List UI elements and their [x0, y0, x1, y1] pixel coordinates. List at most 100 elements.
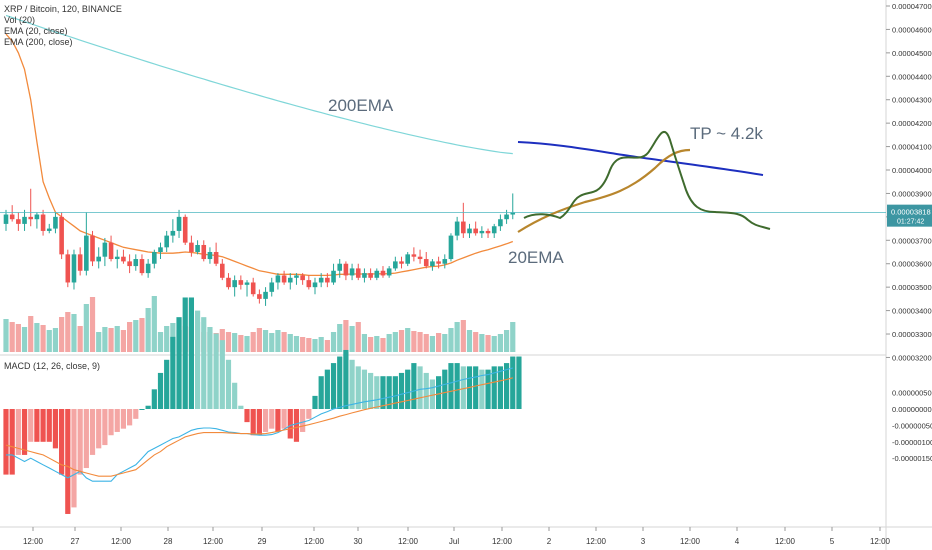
candle-body	[343, 263, 349, 276]
macd-histogram-bar	[114, 409, 120, 432]
price-tick-label: 0.00003200	[892, 353, 932, 362]
candle-body	[90, 235, 95, 262]
indicator-vol[interactable]: Vol (20)	[4, 15, 36, 25]
price-tick-label: 0.00004400	[892, 72, 932, 81]
volume-bar	[503, 330, 510, 352]
volume-bar	[77, 326, 83, 352]
macd-histogram-bar	[479, 369, 485, 409]
time-tick-label: 12:00	[870, 537, 891, 546]
macd-histogram-bar	[473, 366, 479, 409]
time-tick-label: 12:00	[680, 537, 701, 546]
macd-histogram-bar	[145, 405, 151, 409]
volume-bar	[380, 338, 386, 352]
macd-histogram-bar	[405, 369, 411, 409]
volume-bar	[374, 336, 380, 352]
candle-body	[461, 221, 466, 234]
macd-histogram-bar	[182, 297, 188, 409]
volume-bar	[510, 322, 516, 352]
volume-bar	[392, 332, 398, 352]
candle-body	[176, 216, 182, 231]
candle-body	[250, 282, 256, 295]
macd-histogram-bar	[516, 356, 522, 409]
price-badge-value: 0.00003818	[891, 208, 931, 217]
macd-histogram-bar	[497, 366, 503, 409]
volume-bar	[485, 335, 491, 352]
candle-body	[158, 247, 163, 253]
macd-histogram-bar	[21, 409, 28, 455]
macd-histogram-bar	[436, 376, 442, 409]
macd-histogram-bar	[34, 409, 40, 442]
macd-histogram-bar	[318, 376, 324, 409]
candle-body	[467, 228, 472, 234]
volume-bar	[262, 330, 269, 352]
candle-body	[287, 277, 293, 283]
candle-body	[393, 261, 398, 269]
indicator-ema200[interactable]: EMA (200, close)	[4, 37, 73, 47]
candle-body	[16, 219, 21, 224]
macd-histogram-bar	[133, 409, 139, 419]
time-tick-label: 30	[354, 537, 363, 546]
macd-tick-label: 0.00000000	[892, 405, 932, 414]
macd-histogram-bar	[429, 379, 436, 409]
projected-ema200-path	[517, 141, 764, 176]
macd-histogram-bar	[398, 372, 405, 409]
candle-body	[65, 254, 71, 283]
indicator-ema20[interactable]: EMA (20, close)	[4, 26, 68, 36]
candle-body	[232, 280, 237, 288]
macd-histogram-bar	[349, 359, 355, 409]
price-tick-label: 0.00003600	[892, 260, 932, 269]
volume-bar	[127, 322, 133, 352]
time-tick-label: 12:00	[23, 537, 44, 546]
candle-body	[294, 275, 299, 278]
candle-body	[244, 282, 250, 285]
macd-histogram-bar	[448, 363, 454, 409]
candle-body	[510, 212, 516, 215]
macd-histogram-bar	[28, 409, 34, 442]
candle-body	[201, 244, 207, 260]
volume-bar	[287, 334, 293, 352]
macd-histogram-bar	[46, 409, 52, 442]
volume-bar	[114, 326, 120, 352]
volume-bar	[386, 334, 392, 352]
candle-body	[139, 259, 145, 274]
macd-histogram-bar	[355, 366, 361, 409]
candle-body	[238, 280, 244, 285]
volume-bar	[40, 325, 46, 352]
volume-bar	[330, 332, 337, 352]
volume-bar	[238, 335, 244, 352]
volume-bar	[157, 332, 164, 352]
volume-bar	[448, 328, 454, 352]
macd-histogram-bar	[139, 409, 145, 410]
volume-bar	[65, 312, 71, 352]
macd-histogram-bar	[262, 409, 269, 432]
candle-body	[423, 259, 429, 267]
candle-body	[34, 214, 40, 220]
volume-bar	[312, 339, 318, 352]
volume-bar	[281, 332, 287, 352]
symbol-title[interactable]: XRP / Bitcoin, 120, BINANCE	[4, 4, 122, 14]
macd-histogram-bar	[89, 409, 96, 455]
macd-tick-label: -0.00000150	[892, 454, 932, 463]
macd-legend[interactable]: MACD (12, 26, close, 9)	[4, 361, 101, 371]
macd-histogram-bar	[343, 349, 349, 409]
macd-histogram-bar	[3, 409, 9, 475]
macd-histogram-bar	[392, 376, 398, 409]
candle-body	[114, 256, 120, 260]
volume-bar	[343, 320, 349, 352]
candle-body	[368, 273, 373, 278]
time-tick-label: 12:00	[304, 537, 325, 546]
volume-bar	[21, 327, 28, 352]
volume-bar	[52, 328, 59, 352]
price-tick-label: 0.00004300	[892, 96, 932, 105]
time-tick-label: Jul	[449, 537, 459, 546]
candle-body	[380, 270, 386, 276]
macd-histogram-bar	[127, 409, 133, 426]
candle-body	[59, 216, 64, 255]
volume-bar	[120, 330, 127, 352]
price-tick-label: 0.00004700	[892, 2, 932, 11]
macd-histogram-bar	[176, 317, 182, 409]
macd-histogram-bar	[225, 359, 232, 409]
candle-body	[84, 235, 89, 271]
volume-bar	[306, 338, 312, 352]
volume-bar	[318, 337, 324, 352]
